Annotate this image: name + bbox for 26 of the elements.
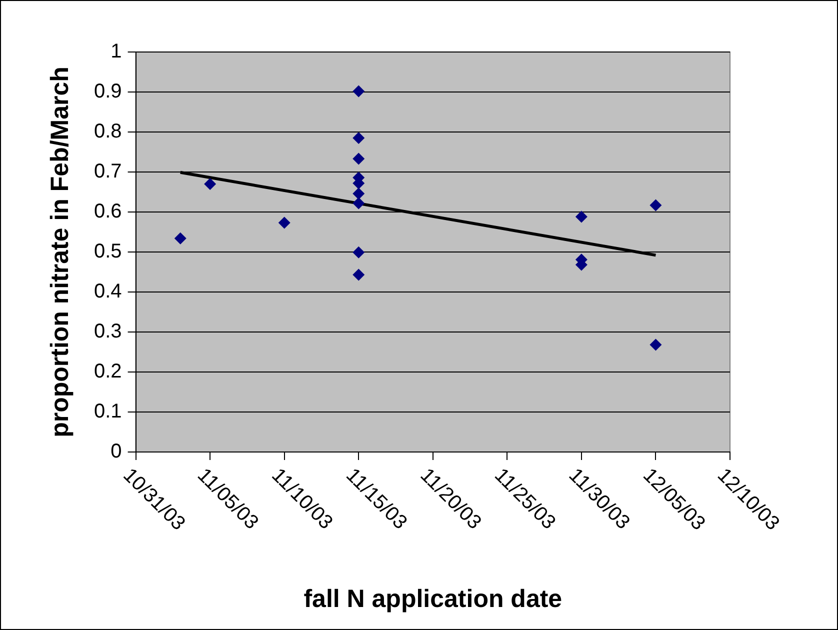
point [352, 85, 365, 98]
y-tick-label: 0.8 [94, 120, 122, 143]
x-axis-title: fall N application date [304, 584, 562, 613]
y-tick-label: 0.6 [94, 200, 122, 223]
y-tick-label: 0.4 [94, 280, 122, 303]
y-tick-label: 0 [110, 440, 122, 463]
y-tick-label: 0.5 [94, 240, 122, 263]
point [352, 188, 365, 200]
point [650, 338, 662, 351]
y-axis-title: proportion nitrate in Feb/March [46, 66, 74, 438]
y-tick-label: 0.1 [94, 400, 122, 423]
point [278, 216, 290, 229]
y-tick-label: 0.2 [94, 360, 122, 383]
point [650, 199, 662, 212]
y-tick-label: 0.7 [94, 160, 122, 183]
point [352, 268, 365, 281]
point [575, 210, 588, 223]
y-tick-label: 1 [110, 40, 122, 63]
point [352, 132, 365, 144]
y-tick-label: 0.3 [94, 320, 122, 343]
point [352, 246, 365, 258]
point [174, 232, 186, 244]
point [352, 152, 365, 165]
point [204, 178, 216, 190]
point [352, 197, 365, 210]
y-tick-label: 0.9 [94, 80, 122, 103]
